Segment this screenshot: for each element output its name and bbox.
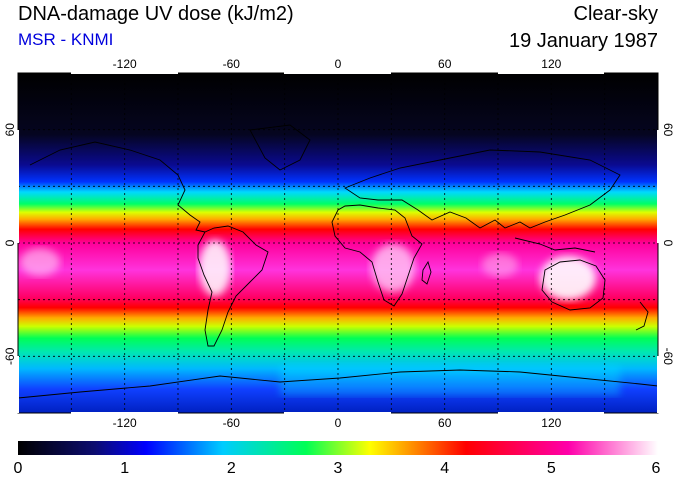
colorbar-label: 6 bbox=[652, 460, 661, 478]
lon-tick-top: 60 bbox=[438, 57, 452, 71]
colorbar bbox=[18, 441, 658, 455]
colorbar-label: 2 bbox=[227, 460, 236, 478]
lon-ticks-top: -120 -60 0 60 120 bbox=[113, 57, 562, 71]
lon-tick-bottom: 0 bbox=[335, 416, 342, 430]
lat-tick-left: 60 bbox=[3, 123, 17, 137]
lon-tick-bottom: 120 bbox=[541, 416, 561, 430]
colorbar-label: 1 bbox=[120, 460, 129, 478]
colorbar-label: 4 bbox=[440, 460, 449, 478]
lon-tick-bottom: -60 bbox=[223, 416, 241, 430]
lon-tick-top: -120 bbox=[113, 57, 137, 71]
lat-tick-right: -60 bbox=[661, 348, 675, 366]
lon-tick-top: 0 bbox=[335, 57, 342, 71]
lat-tick-right: 60 bbox=[661, 123, 675, 137]
colorbar-label: 5 bbox=[547, 460, 556, 478]
lon-ticks-bottom: -120 -60 0 60 120 bbox=[113, 416, 562, 430]
lat-ticks-left: 60 0 -60 bbox=[3, 123, 17, 365]
lat-tick-left: -60 bbox=[3, 347, 17, 365]
lat-tick-left: 0 bbox=[3, 239, 17, 246]
colorbar-label: 0 bbox=[14, 460, 23, 478]
colorbar-label: 3 bbox=[334, 460, 343, 478]
lon-tick-bottom: -120 bbox=[113, 416, 137, 430]
lon-tick-top: 120 bbox=[541, 57, 561, 71]
lat-ticks-right: 60 0 -60 bbox=[661, 123, 675, 365]
lon-tick-bottom: 60 bbox=[438, 416, 452, 430]
lon-tick-top: -60 bbox=[223, 57, 241, 71]
lat-tick-right: 0 bbox=[661, 240, 675, 247]
